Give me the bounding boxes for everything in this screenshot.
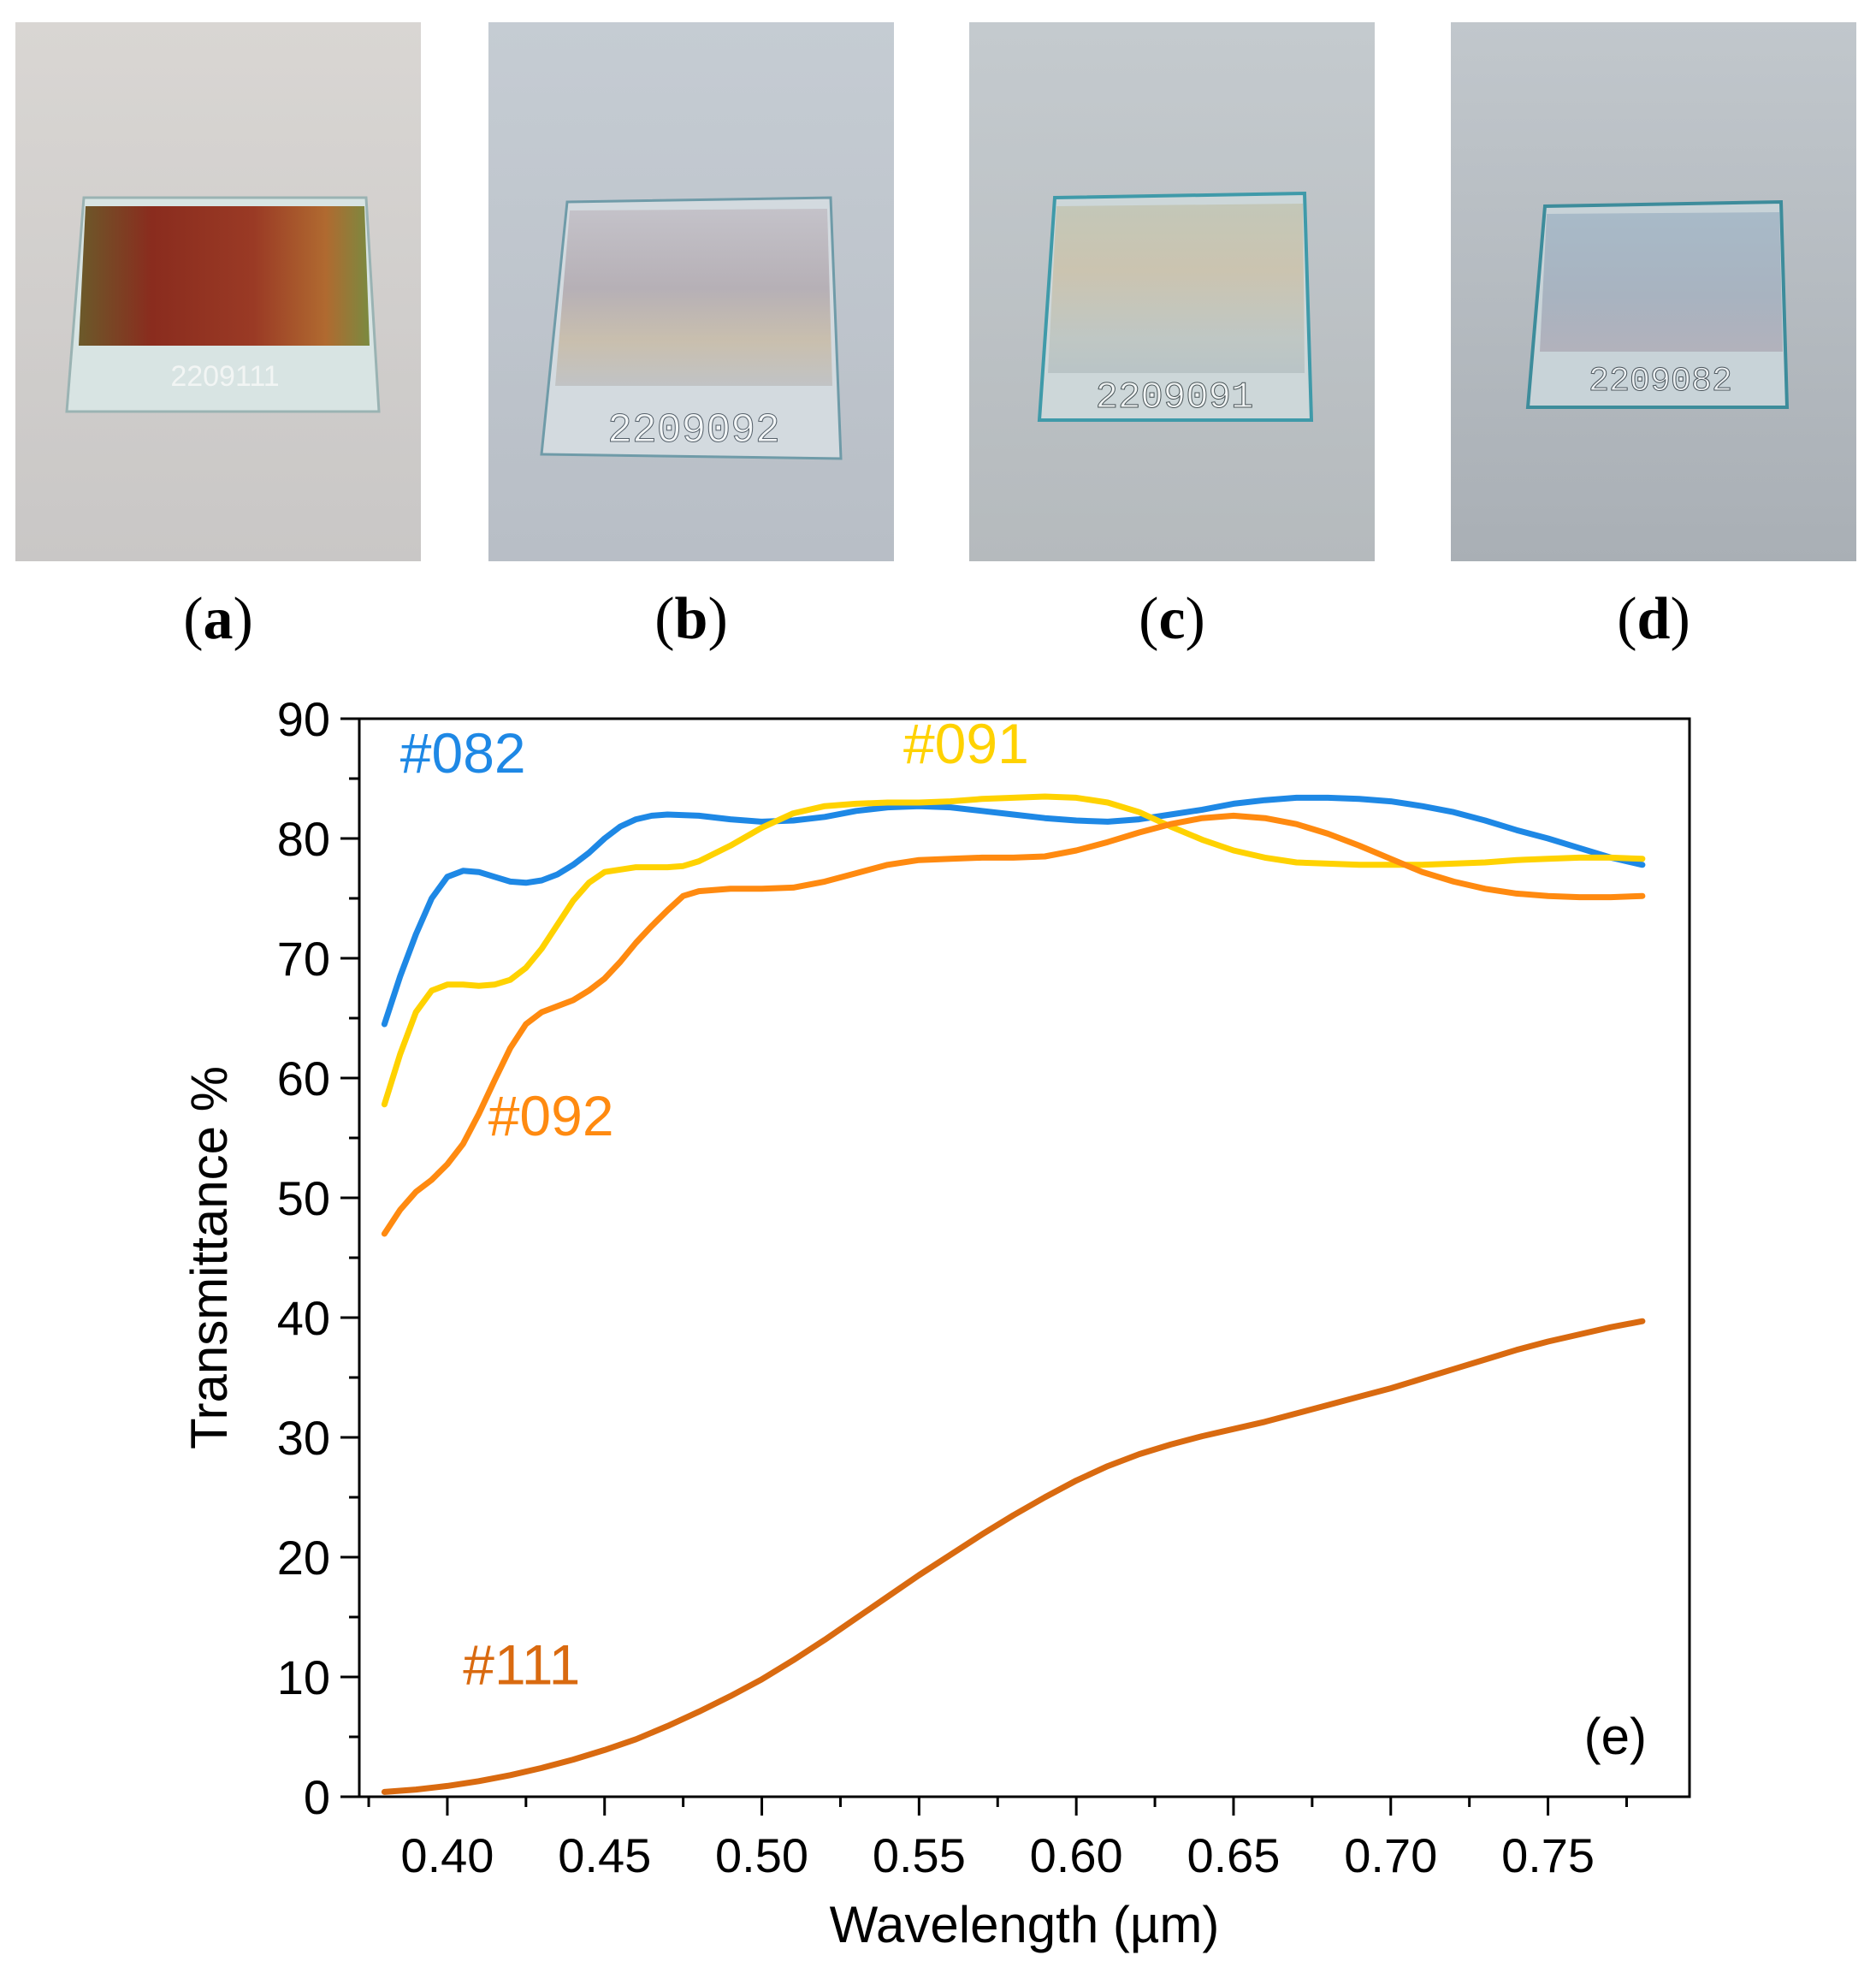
x-tick-label: 0.55	[873, 1828, 966, 1882]
series-lines	[381, 793, 1646, 1795]
series-label-091: #091	[903, 712, 1029, 775]
coated-film	[555, 209, 832, 386]
photo-sample-c: 2209091	[969, 22, 1375, 561]
x-axis-title: Wavelength (µm)	[830, 1896, 1220, 1953]
x-tick-label: 0.50	[715, 1828, 808, 1882]
substrate-engraving: 2209111	[170, 360, 279, 393]
coated-film	[1048, 204, 1305, 373]
y-axis: 0 10 20 30 40 50 60 70 80 90	[277, 692, 359, 1824]
series-line-111	[381, 1318, 1646, 1795]
y-tick-label: 80	[277, 812, 330, 866]
panel-label: (e)	[1584, 1708, 1647, 1765]
series-line-092	[381, 812, 1646, 1237]
y-tick-label: 10	[277, 1650, 330, 1704]
photo-label-b: (b)	[654, 586, 728, 652]
series-labels: #082 #091 #092 #111	[400, 712, 1029, 1697]
x-axis: 0.40 0.45 0.50 0.55 0.60 0.65 0.70 0.75	[367, 1797, 1628, 1882]
coated-film	[79, 206, 370, 346]
y-tick-label: 90	[277, 692, 330, 746]
photo-sample-a: 2209111	[15, 22, 421, 561]
substrate-engraving: 2209091	[1096, 376, 1254, 419]
substrate-engraving: 2209092	[607, 408, 780, 454]
coated-film	[1540, 212, 1783, 352]
x-tick-label: 0.75	[1501, 1828, 1595, 1882]
y-tick-label: 0	[304, 1770, 330, 1824]
photo-label-c: (c)	[1139, 586, 1205, 652]
y-tick-label: 30	[277, 1411, 330, 1465]
series-label-092: #092	[488, 1084, 614, 1147]
x-tick-label: 0.70	[1344, 1828, 1437, 1882]
y-tick-label: 60	[277, 1052, 330, 1105]
photo-b-image: 2209092	[488, 22, 894, 561]
series-line-082	[381, 794, 1646, 1028]
y-tick-label: 20	[277, 1531, 330, 1585]
series-label-082: #082	[400, 721, 526, 785]
y-tick-label: 50	[277, 1171, 330, 1225]
x-tick-label: 0.45	[558, 1828, 651, 1882]
photo-label-d: (d)	[1617, 586, 1690, 652]
x-tick-label: 0.40	[400, 1828, 494, 1882]
series-line-091	[381, 793, 1646, 1108]
substrate-engraving: 2209082	[1589, 363, 1732, 401]
y-tick-label: 70	[277, 932, 330, 986]
y-tick-label: 40	[277, 1291, 330, 1345]
x-tick-label: 0.60	[1030, 1828, 1123, 1882]
series-label-111: #111	[463, 1632, 580, 1696]
transmittance-chart: 0 10 20 30 40 50 60 70 80 90 0.40 0.45 0.50 0.55 0.60…	[180, 692, 1691, 1953]
x-tick-label: 0.65	[1187, 1828, 1280, 1882]
photo-sample-d: 2209082	[1451, 22, 1856, 561]
photo-d-image: 2209082	[1451, 22, 1856, 561]
photo-c-image: 2209091	[969, 22, 1375, 561]
photo-label-a: (a)	[183, 586, 253, 652]
y-axis-title: Transmittance %	[180, 1066, 238, 1449]
photo-a-image: 2209111	[15, 22, 421, 561]
photo-sample-b: 2209092	[488, 22, 894, 561]
